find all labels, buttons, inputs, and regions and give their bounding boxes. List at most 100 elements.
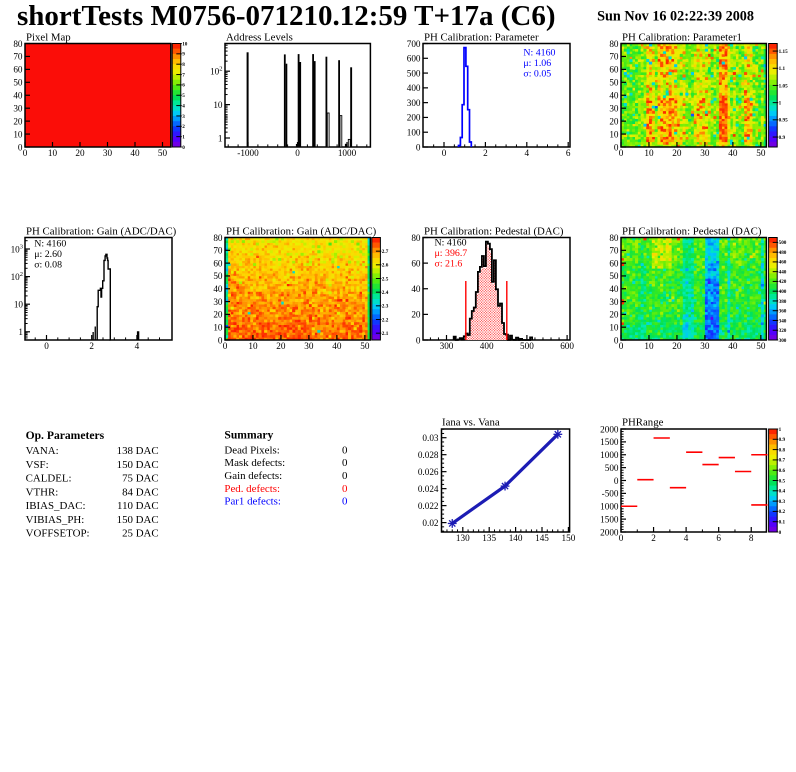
- svg-text:50: 50: [609, 78, 619, 88]
- svg-text:40: 40: [728, 341, 738, 351]
- svg-text:10: 10: [48, 148, 58, 158]
- svg-text:N: 4160: N: 4160: [523, 47, 555, 58]
- svg-text:0: 0: [295, 148, 300, 158]
- svg-text:VANA:: VANA:: [26, 445, 59, 457]
- svg-text:2.1: 2.1: [382, 331, 389, 337]
- svg-text:420: 420: [779, 279, 787, 285]
- svg-text:145: 145: [535, 533, 549, 543]
- svg-text:5: 5: [182, 93, 185, 99]
- svg-text:20: 20: [609, 310, 619, 320]
- svg-text:30: 30: [609, 104, 619, 114]
- svg-text:0: 0: [342, 483, 348, 495]
- svg-text:25 DAC: 25 DAC: [122, 528, 159, 540]
- svg-text:60: 60: [213, 258, 223, 268]
- svg-text:μ: 2.60: μ: 2.60: [34, 249, 62, 260]
- svg-text:50: 50: [360, 341, 370, 351]
- svg-text:Ped. defects:: Ped. defects:: [224, 483, 280, 495]
- svg-text:30: 30: [609, 297, 619, 307]
- svg-text:0.9: 0.9: [779, 135, 786, 141]
- svg-text:1: 1: [779, 100, 782, 106]
- svg-text:1500: 1500: [600, 437, 619, 447]
- svg-text:200: 200: [407, 113, 421, 123]
- svg-text:Summary: Summary: [224, 429, 273, 442]
- svg-text:Gain defects:: Gain defects:: [224, 470, 282, 482]
- svg-text:Dead Pixels:: Dead Pixels:: [224, 445, 279, 457]
- svg-text:0: 0: [18, 142, 23, 152]
- svg-text:0: 0: [619, 533, 624, 543]
- svg-text:Sun Nov 16 02:22:39 2008: Sun Nov 16 02:22:39 2008: [597, 9, 754, 25]
- svg-text:-500: -500: [602, 489, 619, 499]
- svg-text:0: 0: [342, 457, 348, 469]
- svg-text:400: 400: [407, 83, 421, 93]
- svg-text:80: 80: [213, 233, 223, 243]
- svg-text:Address Levels: Address Levels: [226, 31, 293, 43]
- svg-text:10: 10: [609, 129, 619, 139]
- svg-text:50: 50: [756, 341, 766, 351]
- svg-text:7: 7: [182, 72, 185, 78]
- svg-text:Iana vs. Vana: Iana vs. Vana: [442, 417, 500, 429]
- svg-text:2.5: 2.5: [382, 276, 389, 282]
- svg-text:30: 30: [213, 297, 223, 307]
- svg-text:σ: 0.08: σ: 0.08: [34, 260, 62, 271]
- svg-text:2000: 2000: [600, 527, 619, 537]
- svg-text:1.1: 1.1: [779, 66, 786, 72]
- svg-text:2.3: 2.3: [382, 304, 389, 310]
- svg-text:2000: 2000: [600, 424, 619, 434]
- svg-text:9: 9: [182, 52, 185, 58]
- svg-text:1000: 1000: [600, 450, 619, 460]
- svg-text:N: 4160: N: 4160: [34, 238, 66, 249]
- svg-text:440: 440: [779, 270, 787, 276]
- svg-text:84 DAC: 84 DAC: [122, 486, 159, 498]
- svg-text:10: 10: [213, 100, 223, 110]
- svg-text:40: 40: [213, 284, 223, 294]
- svg-text:20: 20: [411, 310, 421, 320]
- svg-text:40: 40: [609, 91, 619, 101]
- svg-text:20: 20: [276, 341, 286, 351]
- svg-text:50: 50: [213, 271, 223, 281]
- svg-text:10: 10: [13, 129, 23, 139]
- svg-text:1: 1: [779, 427, 782, 433]
- svg-text:0: 0: [614, 142, 619, 152]
- svg-text:2.4: 2.4: [382, 290, 389, 296]
- svg-text:1000: 1000: [600, 502, 619, 512]
- svg-text:10: 10: [248, 341, 258, 351]
- svg-text:Op. Parameters: Op. Parameters: [26, 429, 105, 442]
- svg-text:μ: 396.7: μ: 396.7: [435, 248, 468, 259]
- svg-text:4: 4: [135, 341, 140, 351]
- svg-text:PHRange: PHRange: [622, 417, 664, 429]
- svg-text:VSF:: VSF:: [26, 459, 49, 471]
- svg-text:500: 500: [407, 68, 421, 78]
- svg-text:360: 360: [779, 309, 787, 315]
- svg-text:300: 300: [779, 338, 787, 344]
- svg-text:138 DAC: 138 DAC: [117, 445, 159, 457]
- svg-text:30: 30: [304, 341, 314, 351]
- svg-text:2.2: 2.2: [382, 317, 389, 323]
- svg-text:2: 2: [182, 124, 185, 130]
- svg-text:0: 0: [23, 148, 28, 158]
- svg-text:0.95: 0.95: [779, 118, 788, 124]
- svg-text:50: 50: [609, 271, 619, 281]
- svg-text:70: 70: [13, 52, 23, 62]
- svg-text:2: 2: [89, 341, 94, 351]
- svg-text:-1000: -1000: [237, 148, 259, 158]
- svg-text:8: 8: [182, 62, 185, 68]
- svg-text:130: 130: [456, 533, 470, 543]
- svg-text:70: 70: [213, 246, 223, 256]
- svg-text:500: 500: [520, 341, 534, 351]
- svg-text:PH Calibration: Pedestal (DAC): PH Calibration: Pedestal (DAC): [424, 225, 564, 237]
- svg-text:1: 1: [218, 133, 223, 143]
- svg-text:VTHR:: VTHR:: [26, 486, 59, 498]
- svg-text:0: 0: [779, 530, 782, 536]
- svg-text:Mask defects:: Mask defects:: [224, 457, 285, 469]
- svg-text:10: 10: [14, 300, 24, 310]
- svg-text:0: 0: [342, 445, 348, 457]
- svg-text:0.4: 0.4: [779, 489, 786, 495]
- svg-text:0: 0: [416, 335, 421, 345]
- svg-text:600: 600: [407, 54, 421, 64]
- svg-text:60: 60: [13, 65, 23, 75]
- svg-text:σ: 21.6: σ: 21.6: [435, 259, 463, 270]
- svg-text:10: 10: [182, 41, 188, 47]
- svg-text:40: 40: [728, 148, 738, 158]
- svg-text:0.02: 0.02: [422, 518, 438, 528]
- svg-text:40: 40: [332, 341, 342, 351]
